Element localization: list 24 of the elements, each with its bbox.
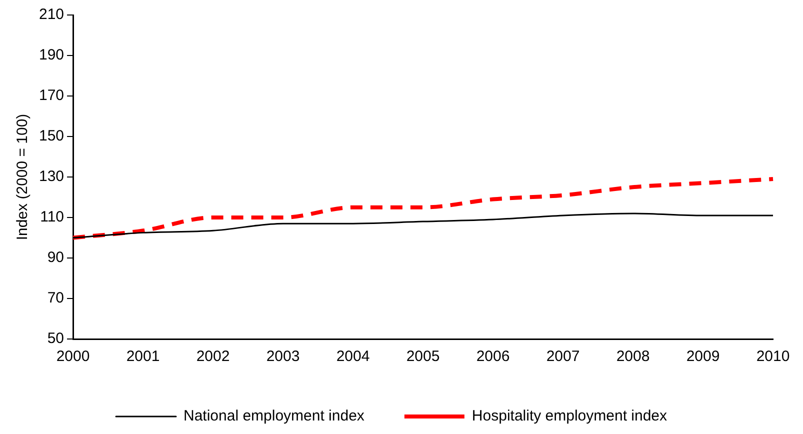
x-tick-label: 2003 [266, 348, 300, 366]
y-tick-label: 50 [47, 330, 64, 348]
x-tick-label: 2009 [686, 348, 720, 366]
y-tick-label: 210 [38, 6, 64, 24]
x-tick-label: 2008 [616, 348, 650, 366]
y-tick-label: 90 [47, 249, 64, 266]
x-tick-label: 2000 [56, 348, 90, 366]
x-tick-label: 2001 [126, 348, 160, 366]
y-tick-label: 110 [40, 208, 64, 226]
y-tick-label: 70 [47, 290, 64, 307]
line-series [71, 177, 775, 240]
x-tick-label: 2010 [756, 348, 790, 366]
x-tick-label: 2005 [406, 348, 440, 366]
x-tick-label: 2002 [196, 348, 230, 366]
legend-label: National employment index [183, 408, 365, 425]
y-tick-label: 170 [38, 87, 64, 104]
y-tick-label: 190 [38, 46, 64, 64]
x-tick-label: 2007 [546, 348, 580, 366]
y-tick-label: 150 [38, 128, 64, 145]
x-tick-label: 2006 [476, 348, 510, 366]
y-tick-label: 130 [38, 168, 64, 186]
x-tick-label: 2004 [336, 348, 370, 366]
y-axis-title: Index (2000 = 100) [14, 114, 32, 240]
legend-label: Hospitality employment index [472, 408, 668, 425]
